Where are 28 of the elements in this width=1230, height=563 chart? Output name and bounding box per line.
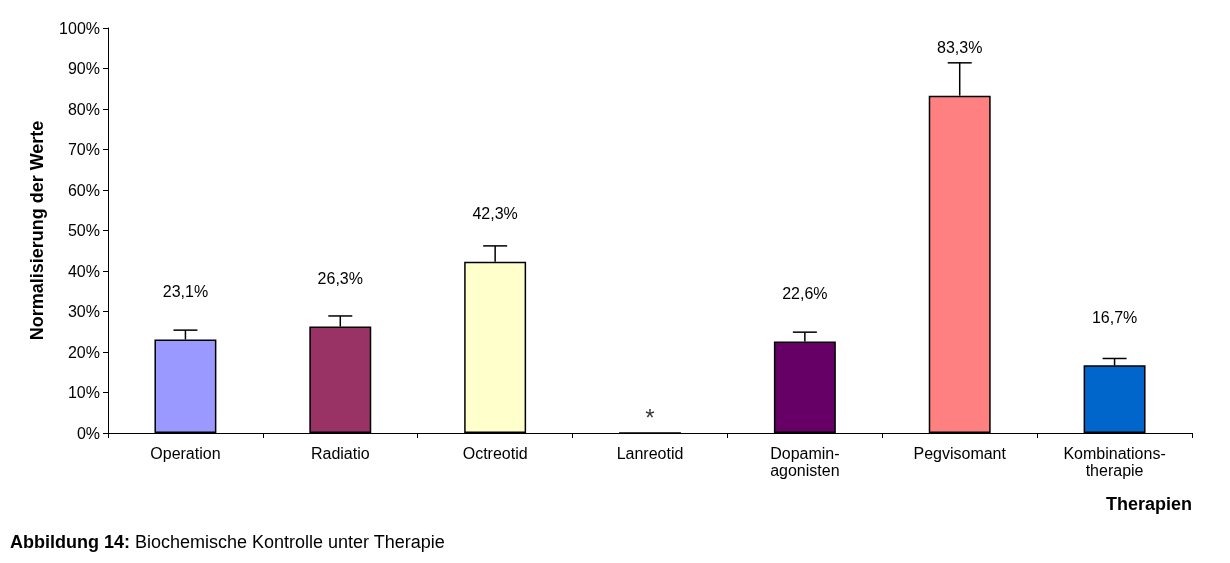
y-tick-label: 90% bbox=[67, 60, 100, 77]
x-tick-label: Kombinations- therapie bbox=[1063, 445, 1166, 479]
data-label: 23,1% bbox=[162, 282, 209, 300]
y-tick-label: 70% bbox=[67, 141, 100, 158]
data-label: 16,7% bbox=[1091, 308, 1138, 326]
y-axis-title: Normalisierung der Werte bbox=[27, 120, 47, 341]
x-tick-label: Octreotid bbox=[462, 445, 528, 462]
y-tick-label: 60% bbox=[67, 181, 100, 199]
y-tick-label: 50% bbox=[67, 222, 100, 239]
x-tick-label: Operation bbox=[150, 445, 221, 462]
x-tick-label: Lanreotid bbox=[616, 445, 684, 462]
x-tick-label: Radiatio bbox=[310, 445, 370, 462]
x-tick-label: Pegvisomant bbox=[913, 445, 1007, 462]
annotation: * bbox=[645, 403, 655, 431]
y-tick-label: 100% bbox=[59, 19, 100, 37]
y-tick-label: 10% bbox=[67, 384, 100, 401]
y-tick-label: 0% bbox=[76, 424, 100, 442]
y-tick-label: 40% bbox=[67, 262, 100, 280]
data-label: 42,3% bbox=[472, 205, 518, 223]
data-label: 22,6% bbox=[782, 284, 828, 302]
x-axis-title: Therapien bbox=[1105, 494, 1192, 514]
y-tick-label: 20% bbox=[67, 343, 100, 361]
data-label: 26,3% bbox=[317, 269, 363, 287]
data-label: 83,3% bbox=[937, 39, 983, 57]
text: Abbildung 14: Biochemische Kontrolle unter Therapie bbox=[10, 532, 445, 552]
x-tick-label: Dopamin- agonisten bbox=[770, 445, 840, 479]
y-tick-label: 80% bbox=[67, 100, 100, 118]
y-tick-label: 30% bbox=[67, 303, 100, 320]
